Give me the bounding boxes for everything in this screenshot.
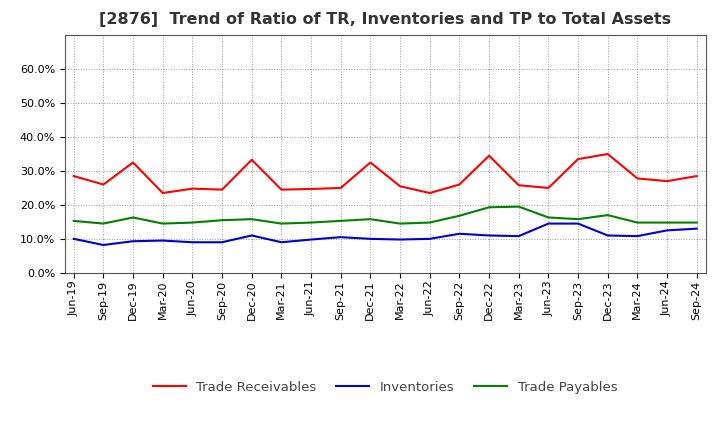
Line: Inventories: Inventories <box>73 224 697 245</box>
Trade Payables <box>485 205 493 210</box>
Trade Payables <box>99 221 108 226</box>
Inventories <box>544 221 553 226</box>
Trade Receivables <box>426 191 434 196</box>
Trade Receivables <box>485 153 493 158</box>
Trade Payables <box>693 220 701 225</box>
Trade Payables <box>307 220 315 225</box>
Inventories <box>603 233 612 238</box>
Inventories <box>277 240 286 245</box>
Inventories <box>366 236 374 242</box>
Inventories <box>336 235 345 240</box>
Trade Payables <box>662 220 671 225</box>
Trade Receivables <box>307 186 315 191</box>
Inventories <box>248 233 256 238</box>
Trade Payables <box>366 216 374 222</box>
Inventories <box>693 226 701 231</box>
Trade Receivables <box>455 182 464 187</box>
Trade Receivables <box>129 160 138 165</box>
Trade Payables <box>396 221 405 226</box>
Trade Payables <box>514 204 523 209</box>
Inventories <box>99 242 108 248</box>
Trade Payables <box>158 221 167 226</box>
Trade Receivables <box>574 157 582 162</box>
Trade Payables <box>336 218 345 224</box>
Inventories <box>514 234 523 239</box>
Trade Payables <box>217 217 226 223</box>
Trade Receivables <box>277 187 286 192</box>
Trade Payables <box>603 213 612 218</box>
Trade Payables <box>544 215 553 220</box>
Inventories <box>662 228 671 233</box>
Inventories <box>485 233 493 238</box>
Inventories <box>396 237 405 242</box>
Inventories <box>633 234 642 239</box>
Inventories <box>455 231 464 236</box>
Inventories <box>217 240 226 245</box>
Trade Payables <box>455 213 464 218</box>
Inventories <box>69 236 78 242</box>
Trade Receivables <box>693 173 701 179</box>
Trade Receivables <box>336 185 345 191</box>
Trade Receivables <box>366 160 374 165</box>
Trade Payables <box>129 215 138 220</box>
Trade Payables <box>574 216 582 222</box>
Trade Receivables <box>396 183 405 189</box>
Trade Receivables <box>514 183 523 188</box>
Trade Receivables <box>217 187 226 192</box>
Line: Trade Payables: Trade Payables <box>73 207 697 224</box>
Legend: Trade Receivables, Inventories, Trade Payables: Trade Receivables, Inventories, Trade Pa… <box>148 376 623 399</box>
Trade Payables <box>633 220 642 225</box>
Trade Payables <box>188 220 197 225</box>
Trade Receivables <box>188 186 197 191</box>
Trade Receivables <box>603 151 612 157</box>
Trade Payables <box>69 218 78 224</box>
Inventories <box>188 240 197 245</box>
Trade Receivables <box>633 176 642 181</box>
Inventories <box>158 238 167 243</box>
Trade Receivables <box>662 179 671 184</box>
Trade Receivables <box>158 191 167 196</box>
Inventories <box>426 236 434 242</box>
Inventories <box>129 238 138 244</box>
Trade Payables <box>277 221 286 226</box>
Trade Payables <box>248 216 256 222</box>
Inventories <box>307 237 315 242</box>
Trade Receivables <box>99 182 108 187</box>
Trade Receivables <box>248 157 256 162</box>
Title: [2876]  Trend of Ratio of TR, Inventories and TP to Total Assets: [2876] Trend of Ratio of TR, Inventories… <box>99 12 671 27</box>
Trade Receivables <box>69 173 78 179</box>
Trade Payables <box>426 220 434 225</box>
Line: Trade Receivables: Trade Receivables <box>73 154 697 193</box>
Inventories <box>574 221 582 226</box>
Trade Receivables <box>544 185 553 191</box>
